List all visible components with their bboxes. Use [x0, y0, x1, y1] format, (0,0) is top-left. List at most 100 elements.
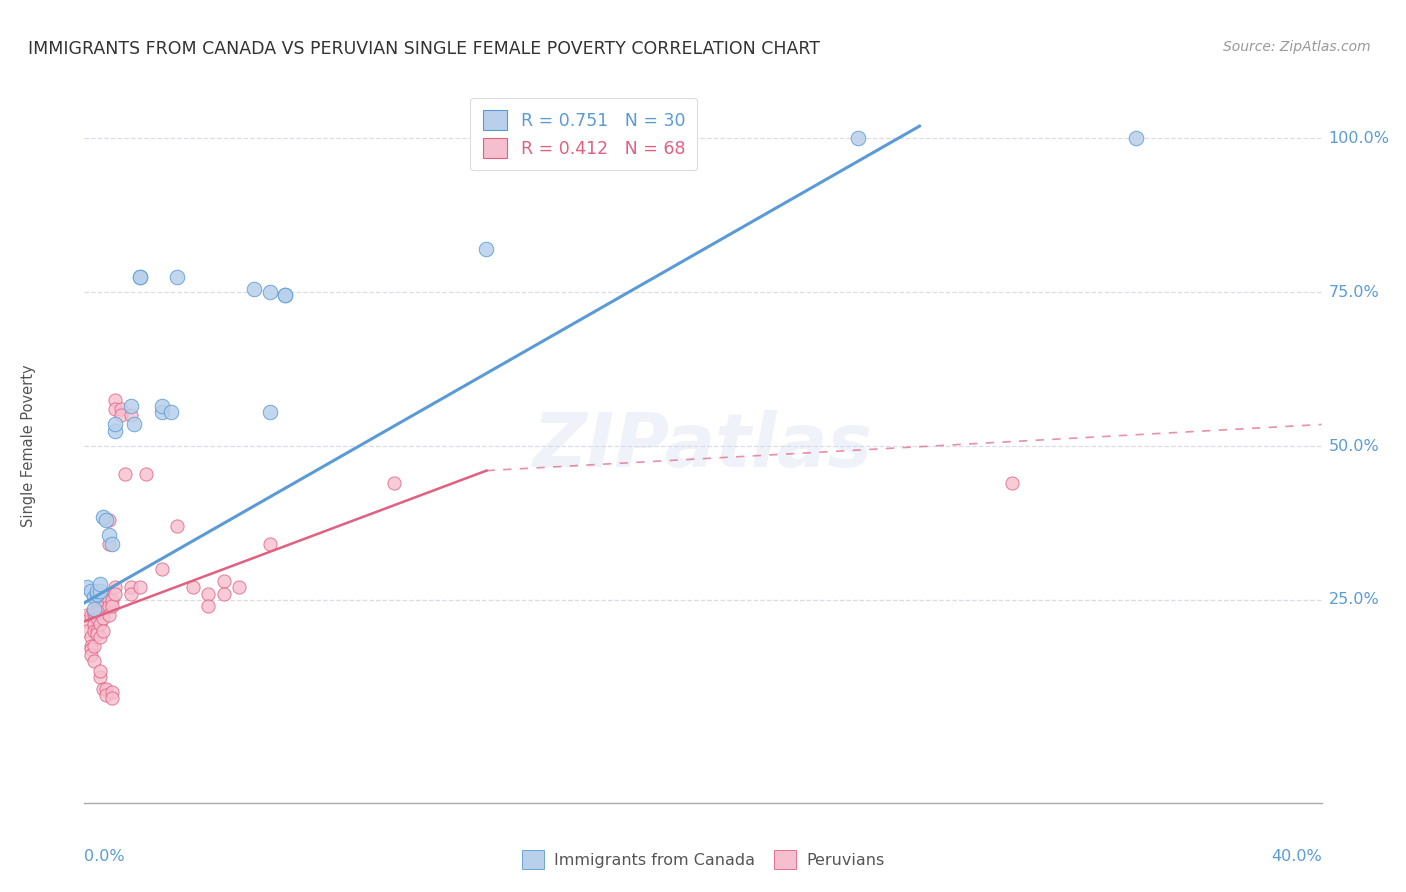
Point: [120, 587, 142, 601]
Point: [104, 587, 127, 601]
Point: [846, 131, 869, 145]
Point: [259, 405, 281, 419]
Point: [83, 608, 105, 623]
Text: 25.0%: 25.0%: [1329, 592, 1379, 607]
Point: [104, 424, 127, 438]
Point: [98, 513, 121, 527]
Point: [76, 624, 98, 638]
Point: [94, 590, 117, 604]
Point: [83, 605, 105, 619]
Point: [181, 581, 204, 595]
Point: [79, 648, 101, 662]
Point: [101, 599, 124, 613]
Point: [91, 681, 114, 696]
Point: [104, 417, 127, 432]
Point: [91, 624, 114, 638]
Point: [89, 587, 111, 601]
Text: 40.0%: 40.0%: [1271, 849, 1322, 864]
Point: [98, 537, 121, 551]
Point: [76, 581, 98, 595]
Point: [166, 269, 188, 284]
Point: [101, 592, 124, 607]
Point: [83, 624, 105, 638]
Point: [110, 402, 132, 417]
Legend: Immigrants from Canada, Peruvians: Immigrants from Canada, Peruvians: [513, 842, 893, 877]
Point: [86, 611, 108, 625]
Point: [86, 626, 108, 640]
Point: [166, 519, 188, 533]
Point: [76, 615, 98, 629]
Text: 50.0%: 50.0%: [1329, 439, 1379, 453]
Point: [475, 242, 498, 256]
Point: [91, 611, 114, 625]
Point: [94, 681, 117, 696]
Point: [110, 409, 132, 423]
Point: [104, 581, 127, 595]
Point: [98, 608, 121, 623]
Point: [86, 583, 108, 598]
Point: [243, 282, 266, 296]
Point: [83, 617, 105, 632]
Point: [274, 288, 297, 302]
Point: [91, 509, 114, 524]
Point: [382, 475, 405, 490]
Point: [120, 399, 142, 413]
Point: [79, 583, 101, 598]
Point: [1125, 131, 1147, 145]
Point: [104, 402, 127, 417]
Point: [122, 417, 145, 432]
Text: Source: ZipAtlas.com: Source: ZipAtlas.com: [1223, 40, 1371, 54]
Point: [83, 590, 105, 604]
Point: [120, 581, 142, 595]
Text: ZIPatlas: ZIPatlas: [533, 409, 873, 483]
Point: [79, 642, 101, 657]
Point: [86, 587, 108, 601]
Point: [79, 639, 101, 653]
Point: [129, 269, 152, 284]
Point: [89, 605, 111, 619]
Point: [104, 392, 127, 407]
Point: [89, 617, 111, 632]
Point: [101, 537, 124, 551]
Point: [86, 596, 108, 610]
Point: [259, 285, 281, 300]
Point: [135, 467, 157, 481]
Point: [228, 581, 250, 595]
Point: [212, 574, 235, 589]
Point: [101, 685, 124, 699]
Point: [86, 592, 108, 607]
Point: [197, 587, 219, 601]
Point: [150, 562, 173, 576]
Point: [114, 467, 136, 481]
Point: [83, 639, 105, 653]
Text: 100.0%: 100.0%: [1329, 131, 1389, 146]
Point: [94, 688, 117, 702]
Text: 0.0%: 0.0%: [84, 849, 125, 864]
Point: [150, 399, 173, 413]
Point: [89, 664, 111, 678]
Point: [98, 592, 121, 607]
Point: [101, 691, 124, 706]
Point: [129, 581, 152, 595]
Point: [98, 599, 121, 613]
Point: [83, 654, 105, 668]
Point: [89, 630, 111, 644]
Point: [89, 583, 111, 598]
Point: [150, 405, 173, 419]
Point: [83, 602, 105, 616]
Point: [89, 596, 111, 610]
Point: [274, 288, 297, 302]
Point: [160, 405, 183, 419]
Point: [91, 596, 114, 610]
Point: [1001, 475, 1024, 490]
Point: [129, 269, 152, 284]
Text: IMMIGRANTS FROM CANADA VS PERUVIAN SINGLE FEMALE POVERTY CORRELATION CHART: IMMIGRANTS FROM CANADA VS PERUVIAN SINGL…: [28, 40, 820, 58]
Point: [197, 599, 219, 613]
Point: [89, 670, 111, 684]
Point: [91, 592, 114, 607]
Point: [86, 605, 108, 619]
Point: [79, 608, 101, 623]
Text: 75.0%: 75.0%: [1329, 285, 1379, 300]
Point: [120, 409, 142, 423]
Text: Single Female Poverty: Single Female Poverty: [21, 365, 37, 527]
